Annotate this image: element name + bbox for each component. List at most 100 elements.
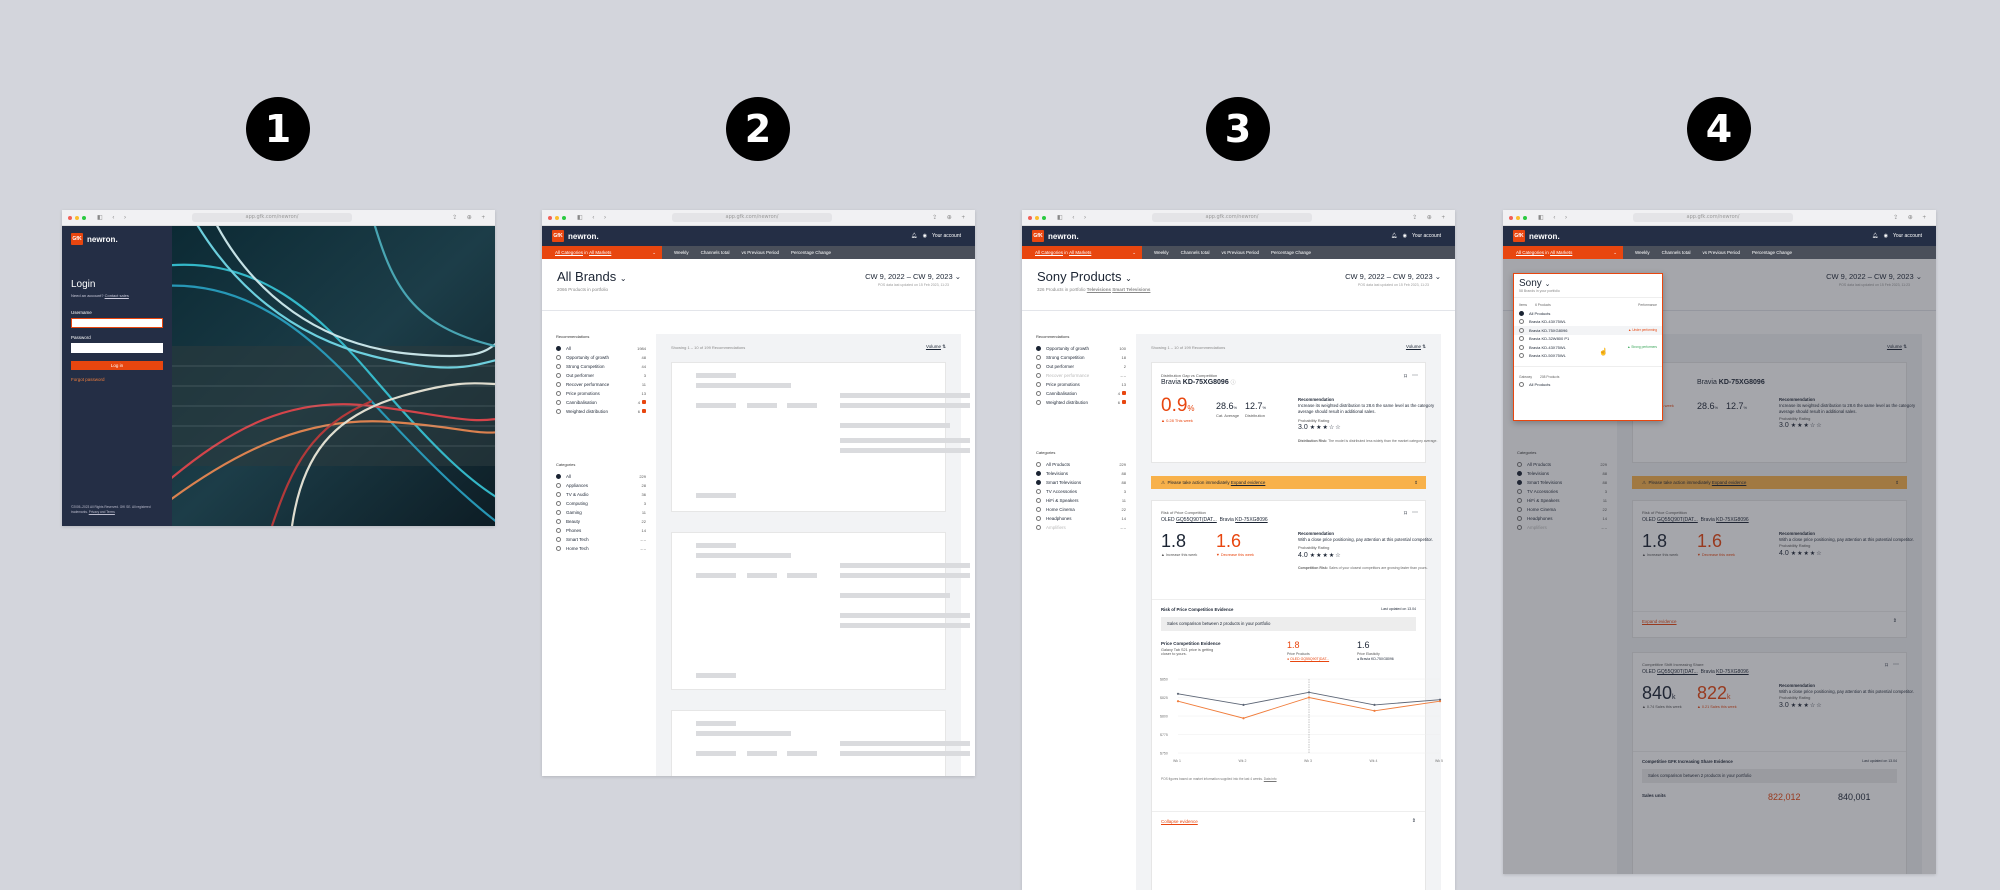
- browser-nav-icons[interactable]: ◧ ‹ ›: [1538, 215, 1571, 221]
- radio-icon[interactable]: [1036, 364, 1041, 369]
- filter-option[interactable]: Headphones 14: [1036, 514, 1126, 523]
- warning-banner[interactable]: ⚠ Please take action immediately Expand …: [1632, 476, 1907, 489]
- filter-option[interactable]: Smart Tech – –: [556, 535, 646, 544]
- filter-option[interactable]: Gaming 11: [556, 508, 646, 517]
- filter-option[interactable]: Recover performance – –: [1036, 371, 1126, 380]
- bookmark-icon[interactable]: ⌑: [1403, 511, 1407, 517]
- radio-icon[interactable]: [1517, 507, 1522, 512]
- collapse-evidence-link[interactable]: Collapse evidence: [1161, 819, 1198, 824]
- radio-icon[interactable]: [1036, 489, 1041, 494]
- filter-option[interactable]: Televisions 88: [1517, 469, 1607, 478]
- dropdown-item[interactable]: Bravia KD-75XG8096 ▲ Under performing: [1514, 326, 1662, 335]
- account-link[interactable]: Your account: [1892, 233, 1922, 239]
- filter-option[interactable]: HiFi & Speakers 11: [1517, 496, 1607, 505]
- category-market-filter[interactable]: All Categories in All Markets ⌄: [542, 246, 662, 259]
- browser-nav-icons[interactable]: ◧ ‹ ›: [577, 215, 610, 221]
- filter-option[interactable]: Strong Competition 18: [1036, 353, 1126, 362]
- category-market-filter[interactable]: All Categories in All Markets ⌄: [1503, 246, 1623, 259]
- radio-icon[interactable]: [1519, 353, 1524, 359]
- browser-actions-icons[interactable]: ⇪ ⊕ +: [452, 215, 489, 221]
- radio-icon[interactable]: [556, 528, 561, 533]
- filter-option[interactable]: Weighted distribution 6: [556, 407, 646, 416]
- bell-icon[interactable]: 🔔︎: [911, 233, 918, 239]
- radio-icon[interactable]: [1517, 462, 1522, 467]
- radio-icon[interactable]: [556, 400, 561, 405]
- filter-option[interactable]: Opportunity of growth 100: [1036, 344, 1126, 353]
- filter-option[interactable]: Home Tech – –: [556, 544, 646, 553]
- info-icon[interactable]: ⓘ: [1230, 380, 1236, 386]
- filter-option[interactable]: Opportunity of growth 48: [556, 353, 646, 362]
- page-title[interactable]: Sony Products ⌄: [1037, 269, 1132, 284]
- address-bar[interactable]: app.gfk.com/newron/: [1633, 213, 1793, 222]
- filter-option[interactable]: Home Cinema 22: [1036, 505, 1126, 514]
- radio-icon[interactable]: [556, 483, 561, 488]
- radio-icon[interactable]: [1036, 400, 1041, 405]
- filter-option[interactable]: Beauty 22: [556, 517, 646, 526]
- filter-option[interactable]: All Products 229: [1517, 460, 1607, 469]
- radio-icon[interactable]: [1517, 498, 1522, 503]
- radio-icon[interactable]: [1519, 344, 1524, 350]
- period-filter[interactable]: vs Previous Period: [1221, 250, 1259, 255]
- forgot-password-link[interactable]: Forgot password: [71, 377, 105, 382]
- period-filter[interactable]: vs Previous Period: [1702, 250, 1740, 255]
- filter-option[interactable]: Home Cinema 22: [1517, 505, 1607, 514]
- page-title[interactable]: All Brands ⌄: [557, 269, 627, 284]
- radio-icon[interactable]: [556, 537, 561, 542]
- browser-actions-icons[interactable]: ⇪ ⊕ +: [932, 215, 969, 221]
- filter-option[interactable]: Out performer 2: [1036, 362, 1126, 371]
- privacy-link[interactable]: Privacy and Terms: [88, 510, 115, 515]
- login-button[interactable]: Log in: [71, 361, 163, 370]
- radio-icon[interactable]: [1036, 498, 1041, 503]
- radio-icon[interactable]: [1517, 489, 1522, 494]
- user-icon[interactable]: ◉: [1883, 233, 1888, 239]
- radio-icon[interactable]: [1036, 391, 1041, 396]
- radio-icon[interactable]: [556, 346, 561, 351]
- filter-option[interactable]: Computing 3: [556, 499, 646, 508]
- radio-icon[interactable]: [1517, 471, 1522, 476]
- dropdown-item[interactable]: All Products: [1514, 309, 1662, 318]
- radio-icon[interactable]: [1517, 525, 1522, 530]
- filter-option[interactable]: Recover performance 11: [556, 380, 646, 389]
- date-range-picker[interactable]: CW 9, 2022 – CW 9, 2023 ⌄: [1345, 272, 1441, 281]
- dropdown-item[interactable]: Bravia KD-50X75WL: [1514, 352, 1662, 361]
- weekly-filter[interactable]: Weekly: [1154, 250, 1169, 255]
- filter-option[interactable]: Amplifiers – –: [1036, 523, 1126, 532]
- warning-banner[interactable]: ⚠ Please take action immediately Expand …: [1151, 476, 1426, 489]
- data-info-link[interactable]: Data info: [1263, 777, 1277, 781]
- username-input[interactable]: [71, 318, 163, 328]
- radio-icon[interactable]: [556, 510, 561, 515]
- channels-filter[interactable]: Channels total: [700, 250, 730, 255]
- filter-option[interactable]: Amplifiers – –: [1517, 523, 1607, 532]
- radio-icon[interactable]: [556, 501, 561, 506]
- radio-icon[interactable]: [556, 382, 561, 387]
- filter-option[interactable]: Strong Competition 44: [556, 362, 646, 371]
- channels-filter[interactable]: Channels total: [1180, 250, 1210, 255]
- filter-option[interactable]: Smart Televisions 88: [1517, 478, 1607, 487]
- category-market-filter[interactable]: All Categories in All Markets ⌄: [1022, 246, 1142, 259]
- filter-option[interactable]: TV & Audio 36: [556, 490, 646, 499]
- user-icon[interactable]: ◉: [1402, 233, 1407, 239]
- filter-option[interactable]: Weighted distribution 6: [1036, 398, 1126, 407]
- browser-nav-icons[interactable]: ◧ ‹ ›: [1057, 215, 1090, 221]
- radio-icon[interactable]: [556, 373, 561, 378]
- sort-select[interactable]: Volume ⇅: [925, 344, 946, 349]
- radio-icon[interactable]: [556, 546, 561, 551]
- radio-icon[interactable]: [556, 519, 561, 524]
- radio-icon[interactable]: [1517, 480, 1522, 485]
- bell-icon[interactable]: 🔔︎: [1872, 233, 1879, 239]
- radio-icon[interactable]: [1519, 310, 1524, 316]
- dropdown-item[interactable]: Bravia KD-43X75WL: [1514, 318, 1662, 327]
- radio-icon[interactable]: [556, 474, 561, 479]
- radio-icon[interactable]: [1036, 382, 1041, 387]
- address-bar[interactable]: app.gfk.com/newron/: [672, 213, 832, 222]
- radio-icon[interactable]: [1036, 462, 1041, 467]
- radio-icon[interactable]: [556, 355, 561, 360]
- dropdown-title[interactable]: Sony ⌄: [1519, 278, 1551, 289]
- collapse-icon[interactable]: ⇕: [1411, 818, 1416, 824]
- weekly-filter[interactable]: Weekly: [1635, 250, 1650, 255]
- radio-icon[interactable]: [1036, 355, 1041, 360]
- radio-icon[interactable]: [556, 409, 561, 414]
- browser-actions-icons[interactable]: ⇪ ⊕ +: [1412, 215, 1449, 221]
- account-link[interactable]: Your account: [1411, 233, 1441, 239]
- change-filter[interactable]: Percentage Change: [790, 250, 832, 255]
